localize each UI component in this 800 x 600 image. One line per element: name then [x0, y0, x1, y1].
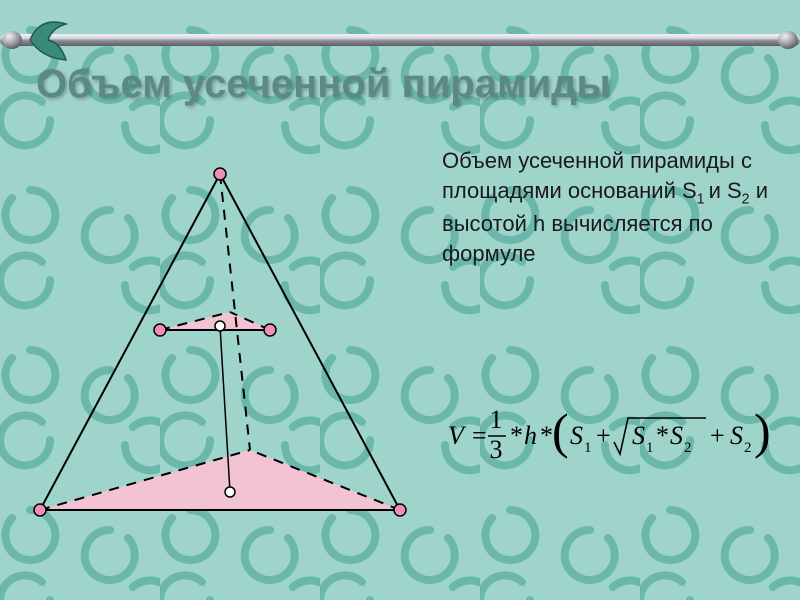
- centroid-bottom: [225, 487, 235, 497]
- f-sub1b: 1: [646, 440, 654, 456]
- f-sub2b: 2: [744, 440, 752, 456]
- f-S2b: S: [730, 421, 743, 450]
- f-star3: *: [656, 421, 669, 450]
- body-text-s1: 1: [697, 191, 709, 207]
- f-sub1a: 1: [584, 440, 592, 456]
- body-text: Объем усеченной пирамиды с площадями осн…: [442, 146, 772, 269]
- edge-apex-left: [40, 174, 220, 510]
- f-rparen: ): [754, 403, 771, 459]
- f-sub2a: 2: [684, 440, 692, 456]
- centroid-top: [215, 321, 225, 331]
- slide: Объем усеченной пирамиды Объем усеченной…: [0, 0, 800, 600]
- f-S2a: S: [670, 421, 683, 450]
- f-h: h: [524, 421, 537, 450]
- f-star1: *: [510, 421, 523, 450]
- f-den: 3: [490, 435, 503, 464]
- f-S1: S: [570, 421, 583, 450]
- f-S1b: S: [632, 421, 645, 450]
- f-lparen: (: [552, 403, 569, 459]
- decorative-bar: [0, 26, 800, 48]
- f-V: V: [448, 421, 467, 450]
- pyramid-diagram: [10, 150, 430, 570]
- volume-formula: V = 1 3 * h * ( S 1 + S 1 * S 2 + S 2: [448, 400, 783, 470]
- body-text-p2: и S: [709, 178, 742, 203]
- f-num: 1: [490, 405, 503, 434]
- f-plus2: +: [710, 421, 725, 450]
- f-eq: =: [472, 421, 487, 450]
- body-text-s2: 2: [742, 191, 750, 207]
- slide-title: Объем усеченной пирамиды: [36, 62, 611, 107]
- f-plus1: +: [596, 421, 611, 450]
